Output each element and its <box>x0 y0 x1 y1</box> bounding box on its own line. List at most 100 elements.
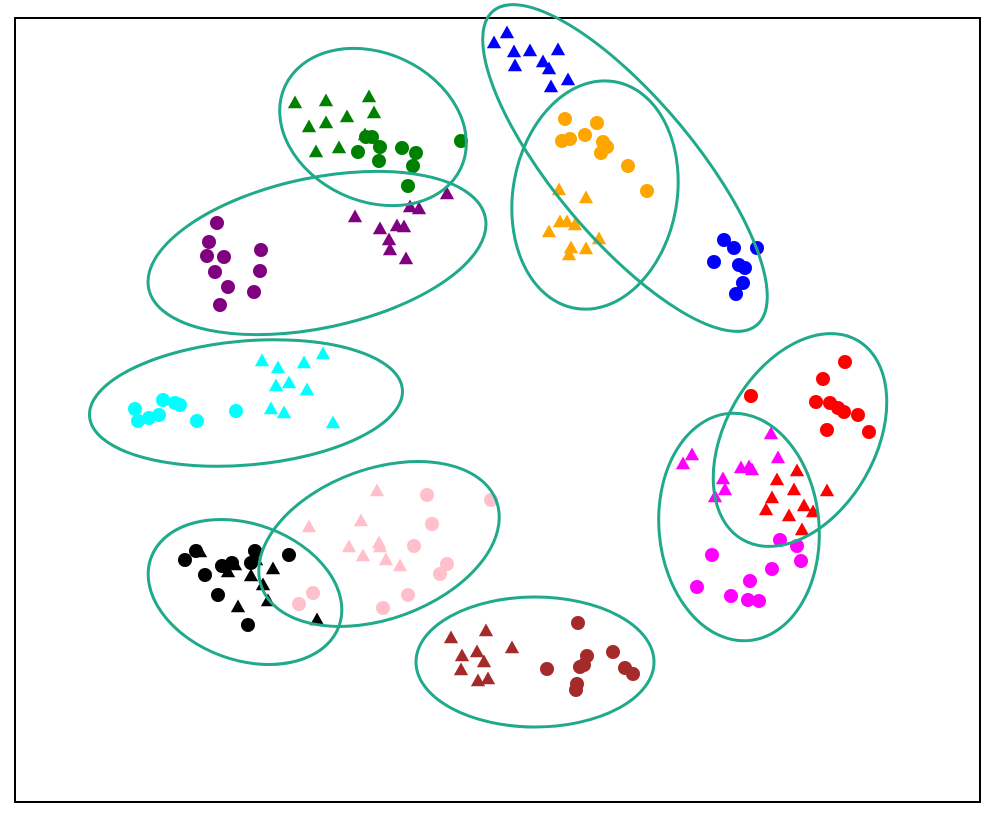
triangle-point <box>541 224 557 238</box>
circle-point <box>395 141 409 155</box>
triangle-point <box>287 95 303 109</box>
circle-point <box>433 567 447 581</box>
circle-point <box>707 255 721 269</box>
circle-point <box>705 548 719 562</box>
triangle-point <box>366 105 382 119</box>
triangle-point <box>281 375 297 389</box>
triangle-point <box>675 456 691 470</box>
triangle-point <box>315 346 331 360</box>
triangle-point <box>559 214 575 228</box>
circle-point <box>594 146 608 160</box>
triangle-point <box>353 513 369 527</box>
triangle-point <box>763 426 779 440</box>
circle-point <box>569 683 583 697</box>
triangle-point <box>567 217 583 231</box>
triangle-point <box>486 35 502 49</box>
circle-point <box>765 562 779 576</box>
circle-point <box>425 517 439 531</box>
triangle-point <box>220 564 236 578</box>
plot-frame <box>14 17 981 803</box>
circle-point <box>406 159 420 173</box>
triangle-point <box>230 599 246 613</box>
triangle-point <box>769 472 785 486</box>
circle-point <box>401 179 415 193</box>
triangle-point <box>560 72 576 86</box>
triangle-point <box>535 54 551 68</box>
triangle-point <box>504 640 520 654</box>
circle-point <box>373 140 387 154</box>
triangle-point <box>369 483 385 497</box>
triangle-point <box>578 190 594 204</box>
triangle-point <box>454 648 470 662</box>
triangle-point <box>543 79 559 93</box>
triangle-point <box>402 199 418 213</box>
triangle-point <box>684 447 700 461</box>
circle-point <box>128 402 142 416</box>
circle-point <box>211 588 225 602</box>
triangle-point <box>770 450 786 464</box>
circle-point <box>142 411 156 425</box>
cluster-ellipse <box>711 332 889 548</box>
circle-point <box>741 593 755 607</box>
circle-point <box>738 261 752 275</box>
triangle-point <box>341 539 357 553</box>
triangle-point <box>254 353 270 367</box>
triangle-point <box>276 405 292 419</box>
cluster-ellipse <box>510 79 680 311</box>
circle-point <box>202 235 216 249</box>
triangle-point <box>411 201 427 215</box>
cluster-ellipse <box>278 46 468 208</box>
triangle-point <box>361 89 377 103</box>
circle-point <box>640 184 654 198</box>
circle-point <box>851 408 865 422</box>
triangle-point <box>265 561 281 575</box>
triangle-point <box>786 482 802 496</box>
triangle-point <box>339 109 355 123</box>
triangle-point <box>396 219 412 233</box>
circle-point <box>577 658 591 672</box>
cluster-ellipse <box>88 338 404 468</box>
triangle-point <box>270 360 286 374</box>
circle-point <box>241 618 255 632</box>
circle-point <box>540 662 554 676</box>
circle-point <box>729 287 743 301</box>
triangle-point <box>522 43 538 57</box>
cluster-ellipse <box>146 518 344 666</box>
triangle-point <box>308 144 324 158</box>
triangle-point <box>764 490 780 504</box>
circle-point <box>621 159 635 173</box>
triangle-point <box>355 548 371 562</box>
circle-point <box>794 554 808 568</box>
circle-point <box>862 425 876 439</box>
triangle-point <box>318 115 334 129</box>
triangle-point <box>507 58 523 72</box>
triangle-point <box>794 522 810 536</box>
circle-point <box>555 134 569 148</box>
triangle-point <box>268 378 284 392</box>
triangle-point <box>318 93 334 107</box>
circle-point <box>727 241 741 255</box>
circle-point <box>247 285 261 299</box>
circle-point <box>571 616 585 630</box>
circle-point <box>724 589 738 603</box>
triangle-point <box>378 552 394 566</box>
triangle-point <box>296 355 312 369</box>
triangle-point <box>263 401 279 415</box>
triangle-point <box>578 241 594 255</box>
triangle-point <box>331 140 347 154</box>
circle-point <box>420 488 434 502</box>
triangle-point <box>789 463 805 477</box>
triangle-point <box>301 519 317 533</box>
circle-point <box>198 568 212 582</box>
triangle-point <box>299 382 315 396</box>
triangle-point <box>382 242 398 256</box>
triangle-point <box>480 671 496 685</box>
triangle-point <box>476 654 492 668</box>
triangle-point <box>506 44 522 58</box>
circle-point <box>626 667 640 681</box>
circle-point <box>254 243 268 257</box>
triangle-point <box>781 508 797 522</box>
triangle-point <box>717 482 733 496</box>
